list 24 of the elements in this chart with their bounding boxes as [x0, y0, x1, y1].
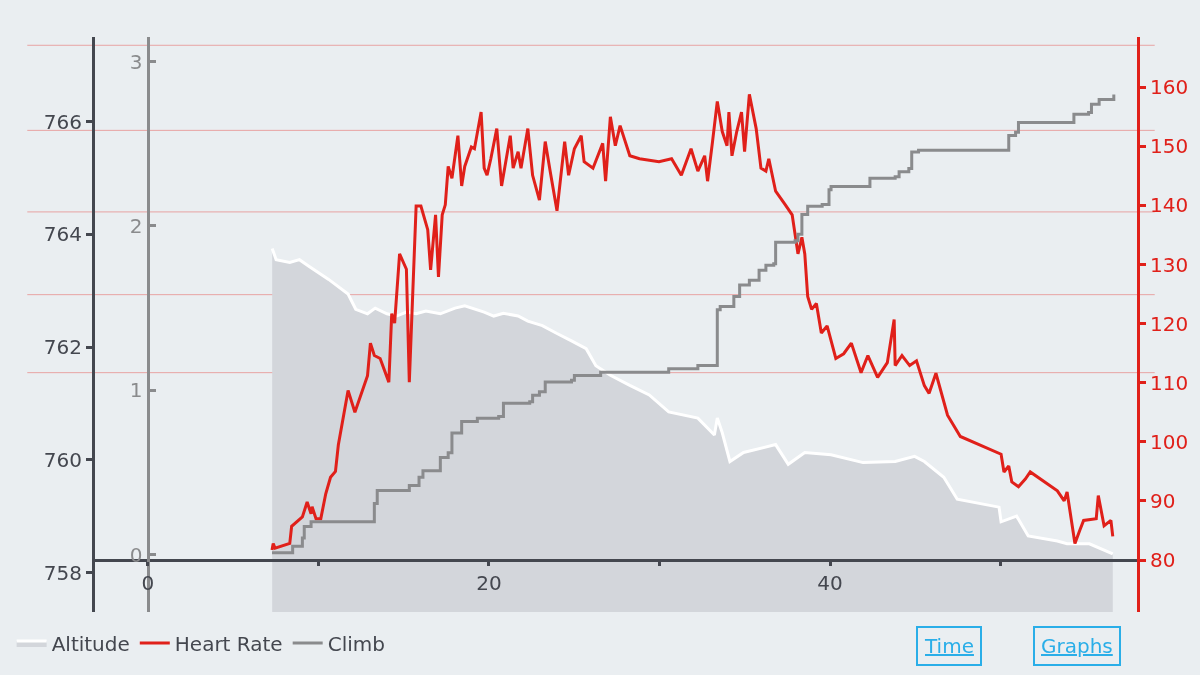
y2-tick-label: 150 — [1150, 134, 1189, 159]
y3-tick-label: 1 — [129, 378, 143, 403]
legend-label: Altitude — [51, 631, 130, 656]
y2-tick-label: 120 — [1150, 311, 1189, 336]
legend-label: Climb — [327, 631, 385, 656]
text: Time — [924, 634, 974, 658]
legend-label: Heart Rate — [174, 631, 283, 656]
y-tick-label: 766 — [43, 109, 82, 134]
y2-tick-label: 100 — [1150, 429, 1189, 454]
x-tick-label: 20 — [476, 570, 502, 595]
text: Graphs — [1041, 634, 1113, 658]
x-tick-label: 40 — [817, 570, 843, 595]
y-tick-label: 758 — [43, 560, 82, 585]
y3-tick-label: 3 — [129, 49, 143, 74]
y2-tick-label: 90 — [1150, 488, 1176, 513]
y2-tick-label: 160 — [1150, 75, 1189, 100]
y3-tick-label: 2 — [129, 213, 143, 238]
y2-tick-label: 110 — [1150, 370, 1189, 395]
y-tick-label: 762 — [43, 335, 82, 360]
y2-tick-label: 80 — [1150, 548, 1176, 572]
y2-tick-label: 130 — [1150, 252, 1189, 277]
y-tick-label: 760 — [43, 447, 82, 472]
y-tick-label: 764 — [43, 222, 82, 247]
y2-tick-label: 140 — [1150, 193, 1189, 218]
